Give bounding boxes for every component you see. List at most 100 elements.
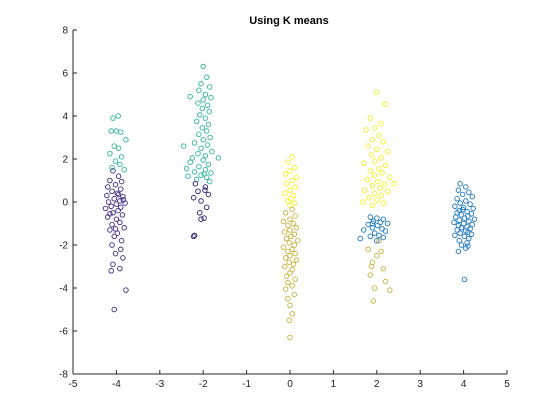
data-point (367, 115, 374, 121)
data-point (115, 113, 121, 119)
data-point (198, 172, 204, 178)
data-point (380, 216, 387, 222)
data-point (286, 317, 292, 324)
data-point (292, 250, 298, 257)
data-point (380, 139, 387, 145)
data-point (115, 207, 121, 214)
data-point (195, 150, 201, 157)
data-point (293, 225, 300, 231)
data-point (379, 170, 385, 176)
axes: -5 -4 -3 -2 -1 0 1 2 3 4 5 -8 -6 -4 -2 0 2 4 6 8 (59, 26, 510, 391)
x-tick-label: -2 (199, 379, 208, 390)
data-point (282, 171, 289, 177)
data-point (198, 216, 204, 222)
data-point (287, 187, 293, 193)
data-point (121, 225, 127, 231)
cluster-3 (190, 180, 212, 240)
data-point (205, 161, 212, 168)
data-point (280, 244, 287, 250)
data-point (458, 212, 465, 218)
data-point (123, 136, 129, 143)
data-point (117, 129, 124, 135)
data-point (456, 237, 463, 244)
data-point (283, 235, 290, 242)
data-point (459, 191, 466, 198)
data-point (112, 158, 119, 164)
data-point (470, 205, 476, 212)
data-point (384, 220, 391, 227)
data-point (374, 215, 380, 221)
data-point (287, 227, 293, 233)
data-point (289, 283, 295, 289)
data-point (202, 153, 209, 159)
data-point (113, 201, 120, 207)
data-point (376, 237, 382, 244)
data-point (191, 140, 198, 146)
data-point (123, 287, 129, 293)
data-point (286, 259, 292, 265)
data-point (108, 268, 114, 274)
data-point (190, 233, 197, 240)
data-point (282, 286, 289, 292)
data-point (376, 232, 382, 239)
data-point (118, 154, 125, 160)
data-point (371, 158, 378, 164)
data-point (202, 91, 209, 98)
data-point (110, 115, 116, 121)
data-point (105, 199, 112, 205)
y-tick-label: 4 (62, 112, 68, 123)
data-point (107, 211, 113, 217)
data-point (378, 248, 384, 255)
data-point (382, 278, 389, 285)
data-point (107, 227, 113, 233)
data-point (196, 112, 203, 118)
data-point (391, 180, 397, 187)
data-point (380, 200, 387, 206)
data-point (463, 198, 469, 204)
data-point (374, 197, 380, 203)
data-point (361, 227, 367, 233)
cluster-5 (280, 206, 393, 341)
data-point (460, 220, 467, 227)
data-point (282, 209, 289, 216)
data-point (369, 183, 376, 189)
data-point (203, 128, 210, 134)
x-tick-label: -5 (69, 379, 78, 390)
data-point (110, 209, 116, 216)
data-point (202, 187, 208, 193)
y-tick-label: 2 (62, 155, 68, 166)
data-point (295, 237, 301, 244)
data-point (205, 191, 212, 198)
data-point (205, 121, 212, 128)
data-point (113, 216, 120, 222)
data-point (195, 188, 201, 194)
data-point (374, 89, 380, 96)
chart-title: Using K means (249, 15, 328, 27)
data-point (368, 151, 375, 158)
data-point (286, 240, 292, 246)
data-point (382, 101, 389, 107)
data-point (367, 272, 374, 278)
data-point (371, 172, 378, 178)
data-point (459, 206, 466, 213)
data-point (117, 198, 123, 204)
data-point (291, 164, 298, 171)
data-point (117, 219, 123, 226)
data-point (382, 162, 389, 169)
data-point (110, 261, 116, 268)
data-point (117, 204, 124, 211)
data-point (367, 214, 374, 220)
data-point (454, 227, 460, 233)
data-point (366, 194, 372, 201)
data-point (287, 202, 293, 208)
data-point (365, 246, 371, 253)
data-point (193, 118, 200, 125)
data-point (196, 87, 202, 93)
y-tick-label: -8 (59, 370, 68, 381)
data-point (200, 63, 206, 70)
data-point (376, 165, 382, 172)
data-point (198, 145, 204, 151)
data-point (453, 214, 459, 220)
data-point (463, 184, 469, 190)
